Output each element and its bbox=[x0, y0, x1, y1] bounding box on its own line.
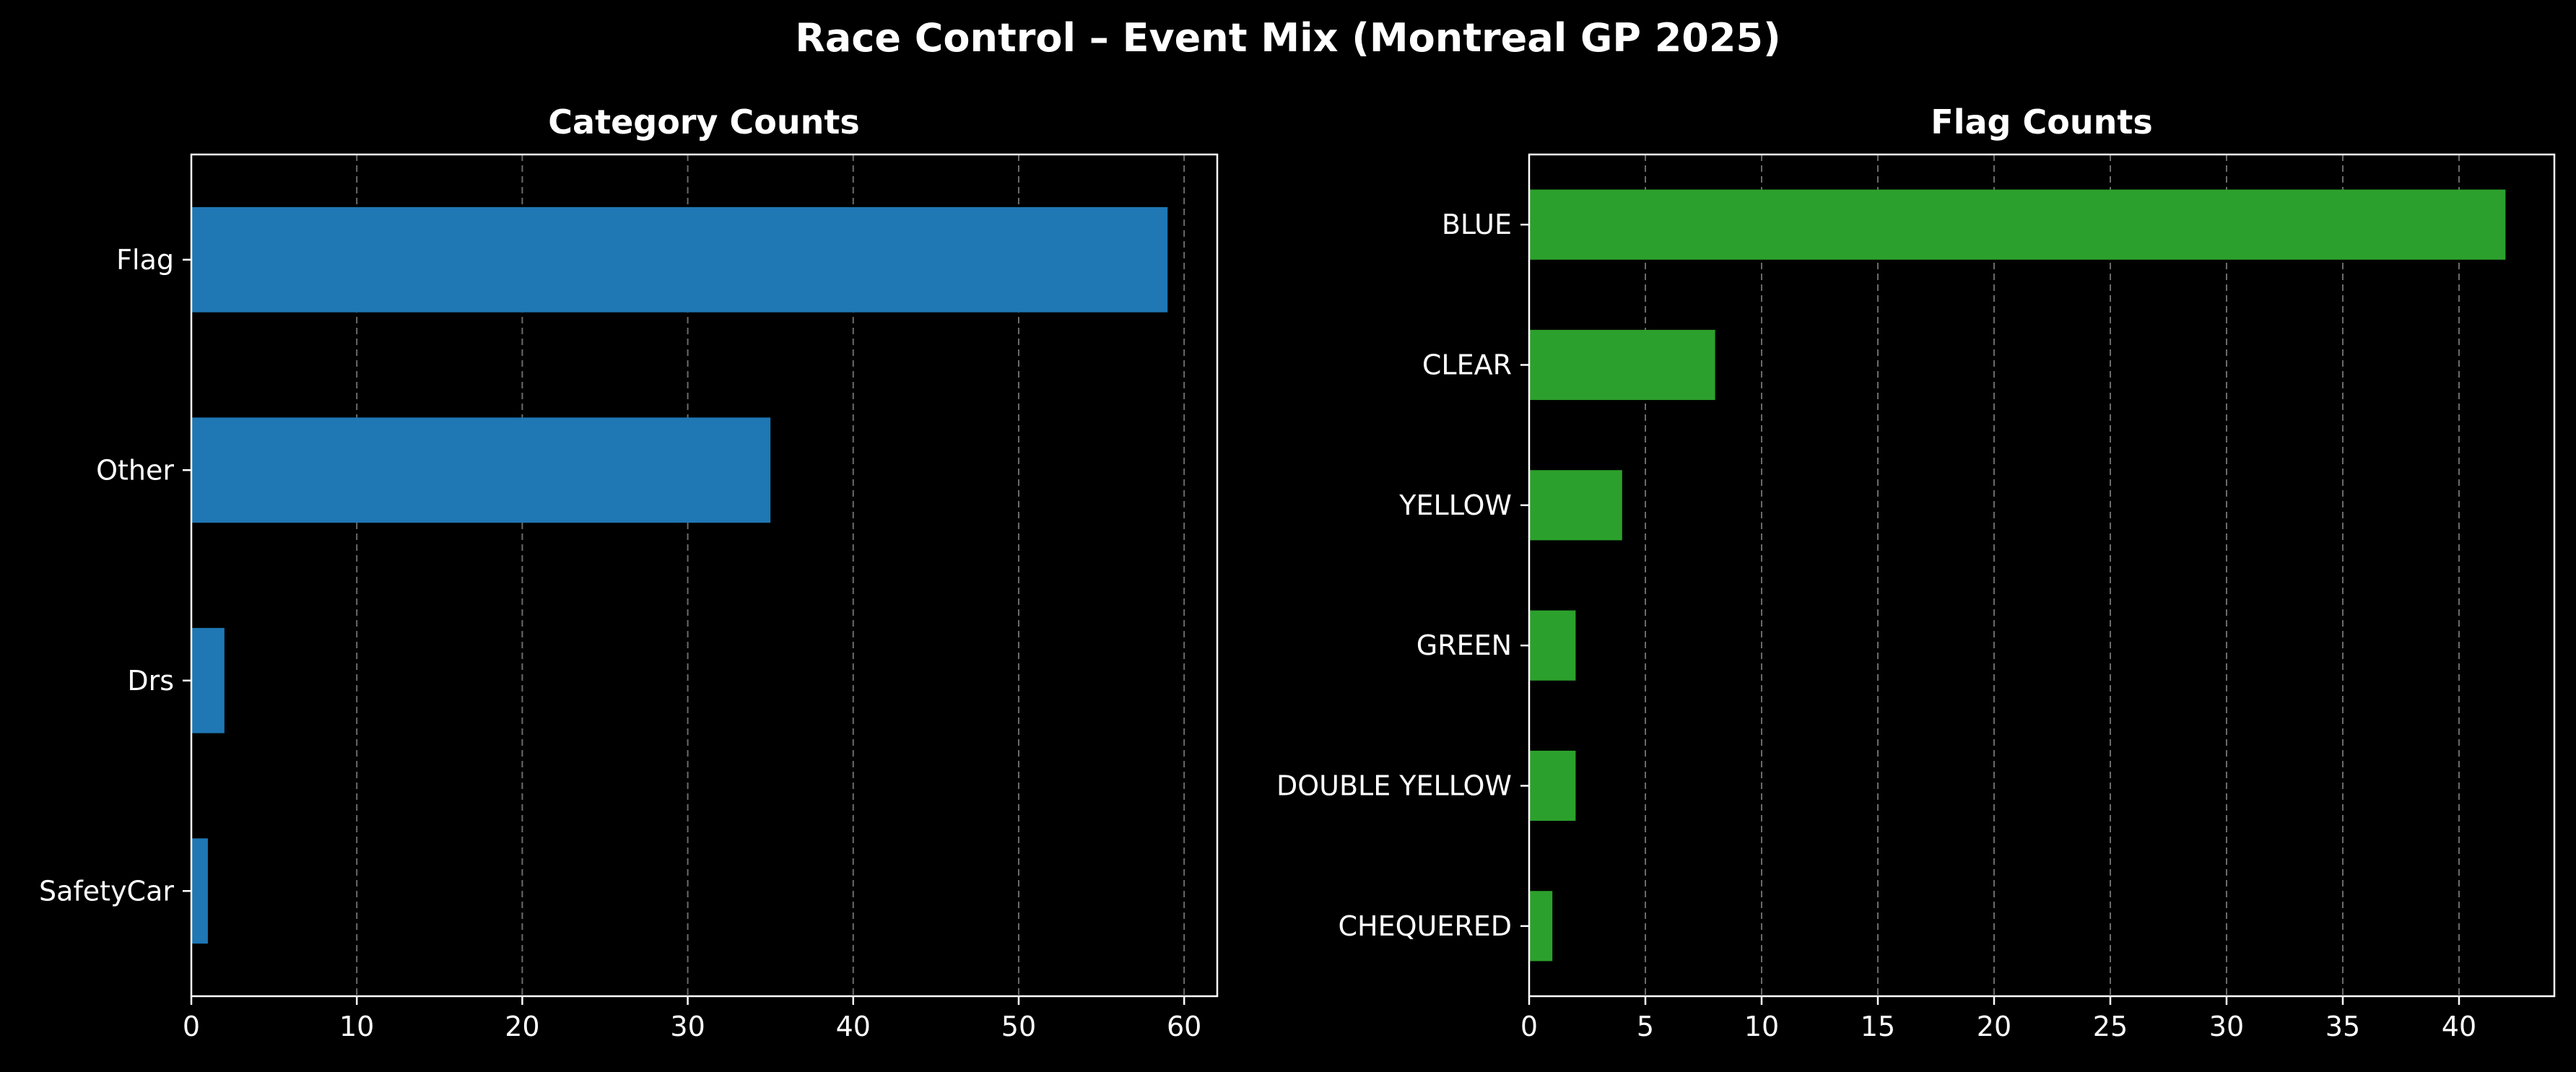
category-bar-safetycar bbox=[191, 838, 208, 944]
category-y-tick-label: Flag bbox=[116, 244, 174, 276]
category-bar-other bbox=[191, 417, 771, 523]
category-counts-chart: Category Counts 0 10 20 30 40 50 60 Flag Other Dr… bbox=[39, 103, 1219, 1042]
flag-y-tick-label: DOUBLE YELLOW bbox=[1276, 770, 1512, 802]
flag-x-tick-label: 35 bbox=[2325, 1011, 2360, 1042]
flag-y-tick-label: CHEQUERED bbox=[1338, 910, 1512, 942]
category-x-tick-label: 20 bbox=[505, 1011, 539, 1042]
flag-bar-blue bbox=[1529, 189, 2506, 260]
flag-y-tick-label: GREEN bbox=[1417, 629, 1512, 661]
category-counts-title: Category Counts bbox=[548, 103, 859, 141]
category-x-tick-label: 10 bbox=[339, 1011, 374, 1042]
flag-bar-yellow bbox=[1529, 470, 1622, 541]
category-y-tick-label: Other bbox=[96, 454, 174, 486]
flag-x-tick-label: 30 bbox=[2209, 1011, 2244, 1042]
flag-y-tick-label: BLUE bbox=[1442, 209, 1512, 240]
flag-counts-title: Flag Counts bbox=[1931, 103, 2152, 141]
category-x-tick-label: 50 bbox=[1001, 1011, 1036, 1042]
category-x-tick-label: 30 bbox=[670, 1011, 705, 1042]
category-bar-drs bbox=[191, 627, 225, 733]
flag-bar-double-yellow bbox=[1529, 750, 1576, 822]
flag-x-tick-label: 5 bbox=[1637, 1011, 1654, 1042]
category-x-tick-label: 60 bbox=[1167, 1011, 1201, 1042]
flag-x-tick-label: 0 bbox=[1520, 1011, 1538, 1042]
category-x-tick-label: 40 bbox=[836, 1011, 871, 1042]
flag-y-tick-label: CLEAR bbox=[1422, 349, 1512, 381]
flag-x-tick-label: 20 bbox=[1977, 1011, 2011, 1042]
flag-axes-frame bbox=[1528, 153, 2556, 998]
flag-x-tick-label: 25 bbox=[2093, 1011, 2128, 1042]
category-y-tick-label: SafetyCar bbox=[39, 875, 174, 907]
flag-x-tick-label: 15 bbox=[1861, 1011, 1895, 1042]
category-axes-frame bbox=[190, 153, 1219, 998]
flag-x-tick-label: 10 bbox=[1744, 1011, 1779, 1042]
flag-bar-chequered bbox=[1529, 891, 1553, 962]
figure-title: Race Control – Event Mix (Montreal GP 20… bbox=[795, 15, 1780, 61]
flag-bar-clear bbox=[1529, 329, 1715, 401]
flag-y-tick-label: YELLOW bbox=[1398, 489, 1512, 521]
flag-bar-green bbox=[1529, 610, 1576, 681]
category-y-tick-label: Drs bbox=[127, 665, 174, 697]
category-bar-flag bbox=[191, 206, 1168, 313]
flag-x-tick-label: 40 bbox=[2442, 1011, 2476, 1042]
category-x-tick-label: 0 bbox=[183, 1011, 200, 1042]
flag-counts-chart: Flag Counts 0 5 10 15 20 25 30 35 40 BLUE CLEAR YEL… bbox=[1276, 103, 2556, 1042]
